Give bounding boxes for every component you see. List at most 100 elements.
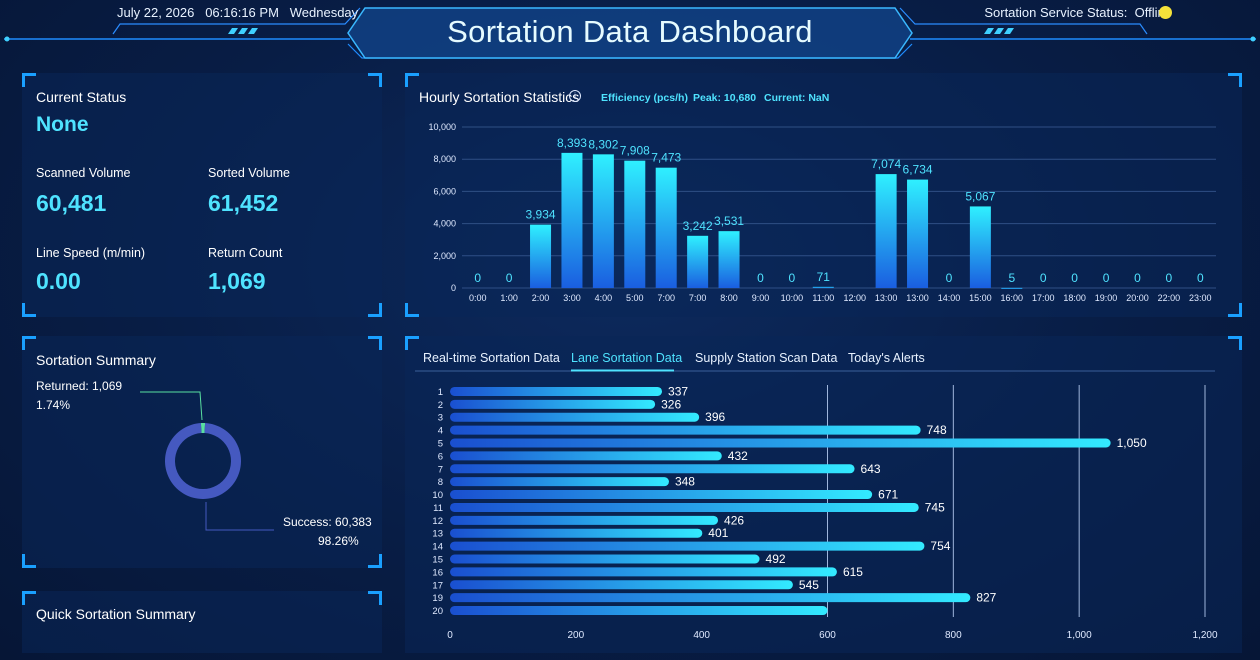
status-indicator-dot	[1159, 6, 1172, 19]
tab-todays-alerts[interactable]: Today's Alerts	[848, 351, 925, 365]
sorted-volume-value: 61,452	[208, 190, 279, 216]
x-tick-label: 10:00	[781, 293, 804, 303]
hourly-bar	[655, 167, 677, 288]
bar-value-label: 0	[1040, 271, 1047, 285]
lane-tick-label: 17	[432, 580, 443, 591]
x-tick-label: 20:00	[1126, 293, 1149, 303]
hourly-bar	[812, 286, 834, 288]
hourly-bar	[969, 206, 991, 288]
service-status-label: Sortation Service Status:	[984, 5, 1128, 20]
lane-value-label: 426	[724, 513, 744, 527]
lane-bar	[450, 554, 760, 564]
service-status: Sortation Service Status: Offline	[984, 5, 1172, 20]
donut-slice-returned	[200, 423, 206, 434]
info-icon[interactable]: i	[569, 90, 581, 102]
y-tick-label: 6,000	[433, 186, 456, 196]
y-tick-label: 2,000	[433, 251, 456, 261]
returned-label: Returned: 1,069	[36, 379, 123, 393]
tab-lane-sortation[interactable]: Lane Sortation Data	[571, 351, 683, 365]
hourly-bar	[592, 154, 614, 288]
lane-value-label: 401	[708, 526, 728, 540]
header-datetime: July 22, 2026 06:16:16 PM Wednesday	[117, 5, 358, 20]
current-status-panel: Current Status None Scanned Volume 60,48…	[22, 73, 382, 317]
bar-value-label: 0	[789, 271, 796, 285]
sortation-summary-title: Sortation Summary	[36, 352, 156, 368]
bar-value-label: 0	[757, 271, 764, 285]
panel-corner	[22, 303, 36, 317]
lane-tick-label: 8	[438, 477, 443, 488]
panel-corner	[405, 73, 419, 87]
x-tick-label: 0	[447, 630, 453, 641]
lane-tick-label: 14	[432, 542, 443, 553]
bar-value-label: 0	[1166, 271, 1173, 285]
panel-corner	[1228, 303, 1242, 317]
lane-data-panel: Real-time Sortation Data Lane Sortation …	[405, 336, 1242, 653]
hourly-bar	[907, 179, 929, 288]
lane-bar	[450, 515, 719, 525]
panel-corner	[368, 336, 382, 350]
panel-corner	[22, 336, 36, 350]
page-title: Sortation Data Dashboard	[447, 14, 813, 49]
panel-corner	[405, 336, 419, 350]
bar-value-label: 8,302	[588, 137, 618, 151]
lane-bar	[450, 399, 656, 409]
bar-value-label: 71	[817, 270, 831, 284]
lane-bar	[450, 580, 793, 590]
bar-value-label: 0	[1071, 271, 1078, 285]
line-speed-label: Line Speed (m/min)	[36, 246, 146, 260]
lane-bar	[450, 477, 669, 487]
panel-corner	[1228, 73, 1242, 87]
scanned-volume-label: Scanned Volume	[36, 166, 131, 180]
bar-value-label: 0	[506, 271, 513, 285]
x-tick-label: 13:00	[875, 293, 898, 303]
lane-tick-label: 6	[438, 451, 443, 462]
x-tick-label: 18:00	[1063, 293, 1086, 303]
bar-value-label: 3,531	[714, 214, 744, 228]
returned-leader-line	[140, 391, 203, 421]
y-tick-label: 8,000	[433, 154, 456, 164]
bar-value-label: 0	[1134, 271, 1141, 285]
lane-bar	[450, 528, 703, 538]
hourly-bar-chart: 0 2,000 4,000 6,000 8,000 10,000 0:00 1:00 2:00 3…	[428, 122, 1216, 303]
success-label: Success: 60,383	[283, 515, 372, 529]
lane-value-label: 643	[861, 462, 881, 476]
x-tick-label: 1,200	[1192, 630, 1217, 641]
lane-bar	[450, 438, 1111, 448]
quick-summary-title: Quick Sortation Summary	[36, 606, 196, 622]
x-tick-label: 11:00	[812, 293, 834, 303]
header: July 22, 2026 06:16:16 PM Wednesday Sort…	[0, 0, 1260, 66]
x-tick-label: 400	[693, 630, 710, 641]
header-weekday: Wednesday	[289, 5, 359, 20]
x-tick-label: 15:00	[969, 293, 992, 303]
tab-supply-station-scan[interactable]: Supply Station Scan Data	[695, 351, 838, 365]
bar-value-label: 5	[1008, 271, 1015, 285]
lane-tick-label: 11	[433, 503, 443, 514]
summary-donut-chart	[140, 391, 274, 531]
lane-value-label: 432	[728, 449, 748, 463]
return-count-value: 1,069	[208, 268, 266, 294]
lane-tick-label: 4	[438, 426, 443, 437]
lane-tick-label: 19	[432, 593, 443, 604]
header-date: July 22, 2026	[117, 5, 195, 20]
y-tick-label: 4,000	[433, 219, 456, 229]
lane-value-label: 337	[668, 384, 688, 398]
lane-bar	[450, 386, 663, 396]
x-tick-label: 1,000	[1067, 630, 1092, 641]
bar-value-label: 7,908	[620, 144, 650, 158]
lane-bar	[450, 567, 837, 577]
lane-tick-label: 5	[438, 439, 443, 450]
panel-corner	[368, 303, 382, 317]
peak-label: Peak: 10,680	[693, 92, 757, 104]
lane-tick-label: 3	[438, 413, 443, 424]
lane-tick-label: 10	[432, 490, 443, 501]
current-state-value: None	[36, 113, 89, 136]
lane-value-label: 745	[925, 500, 945, 514]
lane-tick-label: 1	[438, 387, 443, 398]
hourly-stats-title: Hourly Sortation Statistics	[419, 89, 580, 105]
tab-realtime-sortation[interactable]: Real-time Sortation Data	[423, 351, 560, 365]
success-percent: 98.26%	[318, 534, 359, 548]
x-tick-label: 13:00	[906, 293, 929, 303]
lane-value-label: 545	[799, 578, 819, 592]
success-leader-line	[205, 502, 274, 531]
header-frame	[4, 7, 1256, 59]
